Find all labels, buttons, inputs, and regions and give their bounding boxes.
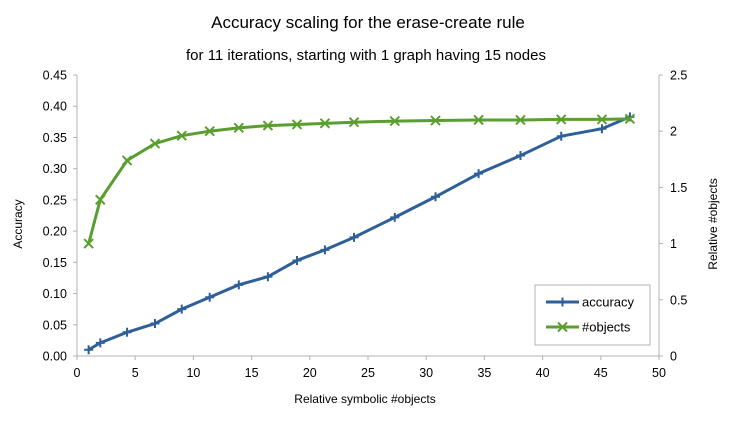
data-point-objects <box>204 125 215 137</box>
axes: 0 5 10 15 20 25 30 35 40 45 500.000.050.100.150.20… <box>43 69 688 381</box>
data-point-accuracy <box>597 124 607 134</box>
y2-tick-label: 2 <box>670 125 677 139</box>
data-point-accuracy <box>234 280 244 290</box>
data-point-accuracy <box>474 169 484 179</box>
y2-tick-label: 2.5 <box>670 69 687 83</box>
chart-title: Accuracy scaling for the erase-create ru… <box>211 13 525 32</box>
x-tick-label: 50 <box>652 366 666 380</box>
data-point-objects <box>624 113 636 125</box>
data-point-accuracy <box>292 255 302 265</box>
data-point-objects <box>556 114 567 125</box>
data-point-objects <box>430 115 441 126</box>
data-point-objects <box>515 114 526 126</box>
data-point-accuracy <box>431 192 441 202</box>
data-point-accuracy <box>150 319 160 329</box>
y-tick-label: 0.25 <box>43 193 67 207</box>
y2-tick-label: 1 <box>670 237 677 251</box>
x-tick-label: 30 <box>419 366 433 380</box>
legend-label-accuracy: accuracy <box>582 295 635 310</box>
legend: accuracy #objects <box>534 284 651 346</box>
series-accuracy <box>84 112 635 355</box>
x-axis-label: Relative symbolic #objects <box>294 392 435 406</box>
series-line-objects <box>87 117 632 246</box>
y-tick-label: 0.05 <box>43 318 67 332</box>
x-tick-label: 5 <box>132 366 139 380</box>
y2-axis-label: Relative #objects <box>706 178 720 269</box>
data-point-objects <box>596 114 608 125</box>
x-tick-label: 25 <box>361 366 375 380</box>
data-point-objects <box>262 120 274 131</box>
series-layer <box>83 112 636 355</box>
data-point-accuracy <box>205 292 215 302</box>
y-axis-label: Accuracy <box>11 199 25 248</box>
chart-subtitle: for 11 iterations, starting with 1 graph… <box>186 47 546 64</box>
data-point-accuracy <box>263 272 273 282</box>
x-tick-label: 0 <box>74 366 81 380</box>
y-tick-label: 0.30 <box>43 162 67 176</box>
data-point-objects <box>473 114 484 126</box>
data-point-accuracy <box>122 327 132 337</box>
data-point-accuracy <box>177 304 187 314</box>
x-tick-label: 15 <box>245 366 259 380</box>
x-tick-label: 10 <box>186 366 200 380</box>
data-point-objects <box>149 138 161 149</box>
data-point-objects <box>291 119 303 130</box>
y2-tick-label: 0.5 <box>670 293 687 307</box>
y-tick-label: 0.40 <box>43 100 67 114</box>
data-point-objects <box>83 238 94 249</box>
x-tick-label: 40 <box>536 366 550 380</box>
legend-item-accuracy: accuracy <box>546 295 635 310</box>
series-objects <box>83 113 636 249</box>
legend-label-objects: #objects <box>582 320 631 335</box>
data-point-accuracy <box>349 232 359 242</box>
x-tick-label: 20 <box>303 366 317 380</box>
legend-item-objects: #objects <box>546 320 631 335</box>
legend-marker-accuracy <box>558 297 567 307</box>
data-point-accuracy <box>515 151 525 161</box>
y-tick-label: 0.15 <box>43 256 67 270</box>
data-point-objects <box>348 117 360 128</box>
data-point-accuracy <box>84 345 94 355</box>
data-point-objects <box>95 194 106 205</box>
y-tick-label: 0.00 <box>43 350 67 364</box>
x-tick-label: 45 <box>594 366 608 380</box>
legend-marker-objects <box>557 321 568 333</box>
data-point-accuracy <box>95 338 105 348</box>
data-point-accuracy <box>556 131 566 141</box>
data-point-objects <box>389 115 400 127</box>
series-line-accuracy <box>87 115 632 352</box>
y-tick-label: 0.10 <box>43 287 67 301</box>
y-tick-label: 0.20 <box>43 225 67 239</box>
x-tick-label: 35 <box>477 366 491 380</box>
data-point-objects <box>176 130 187 141</box>
legend-box <box>534 284 651 346</box>
y2-tick-label: 1.5 <box>670 181 687 195</box>
data-point-accuracy <box>320 245 330 255</box>
data-point-objects <box>233 122 245 134</box>
y-tick-label: 0.35 <box>43 131 67 145</box>
y2-tick-label: 0 <box>670 350 677 364</box>
data-point-objects <box>319 118 331 129</box>
data-point-objects <box>121 155 133 166</box>
data-point-accuracy <box>390 212 400 222</box>
y-tick-label: 0.45 <box>43 69 67 83</box>
